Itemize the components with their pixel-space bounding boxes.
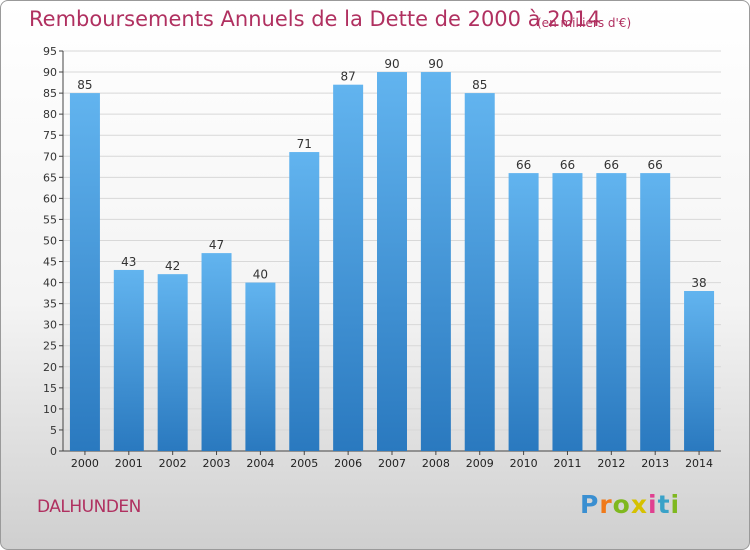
y-tick-label: 75: [43, 129, 57, 142]
bar: [377, 72, 407, 451]
y-tick-label: 20: [43, 361, 57, 374]
x-tick-label: 2014: [685, 457, 713, 470]
x-tick-label: 2005: [290, 457, 318, 470]
x-tick-label: 2001: [115, 457, 143, 470]
data-label: 42: [165, 259, 180, 273]
y-tick-label: 35: [43, 298, 57, 311]
bar: [157, 274, 188, 451]
y-tick-label: 65: [43, 171, 57, 184]
bar: [508, 173, 539, 451]
y-tick-label: 80: [43, 108, 57, 121]
data-label: 40: [253, 268, 268, 282]
y-tick-label: 85: [43, 87, 57, 100]
y-tick-label: 0: [50, 445, 57, 458]
y-tick-label: 95: [43, 45, 57, 58]
x-tick-label: 2000: [71, 457, 99, 470]
y-tick-label: 45: [43, 256, 57, 269]
x-tick-label: 2006: [334, 457, 362, 470]
logo-letter: o: [612, 490, 631, 519]
data-label: 66: [648, 158, 663, 172]
bar: [420, 72, 451, 451]
x-tick-labels: 2000 2001 2002 2003 2004 2005 2006 2007 2008 2009…: [71, 457, 713, 470]
data-label: 87: [340, 70, 355, 84]
x-tick-label: 2004: [246, 457, 274, 470]
bar: [69, 93, 100, 452]
logo-letter: r: [599, 490, 613, 519]
commune-name: DALHUNDEN: [37, 497, 141, 517]
y-tick-label: 10: [43, 403, 57, 416]
logo-letter: i: [670, 490, 681, 519]
bar: [333, 84, 364, 452]
proxiti-logo: Proxiti: [580, 490, 680, 519]
data-label: 90: [384, 57, 399, 71]
y-tick-label: 60: [43, 192, 57, 205]
logo-letter: i: [648, 490, 658, 519]
y-tick-label: 30: [43, 319, 57, 332]
x-tick-label: 2007: [378, 457, 406, 470]
data-label: 85: [472, 78, 487, 92]
x-tick-label: 2011: [553, 457, 581, 470]
data-label: 43: [121, 255, 136, 269]
x-tick-label: 2012: [597, 457, 625, 470]
y-tick-label: 90: [43, 66, 57, 79]
bar: [596, 173, 627, 451]
logo-letter: t: [657, 490, 671, 519]
y-tick-label: 15: [43, 382, 57, 395]
bars: [69, 72, 715, 452]
x-tick-label: 2013: [641, 457, 669, 470]
data-label: 66: [604, 158, 619, 172]
bar: [640, 173, 671, 451]
x-tick-label: 2009: [466, 457, 494, 470]
bar: [464, 93, 495, 452]
bar: [113, 269, 144, 451]
x-tick-label: 2003: [203, 457, 231, 470]
bar: [201, 253, 232, 451]
y-tick-label: 5: [50, 424, 57, 437]
y-tick-labels: 0 5 10 15 20 25 30 35 40 45 50 55 60 65 70 75 80 85 90 95: [43, 45, 57, 458]
bar: [245, 282, 276, 451]
data-label: 66: [516, 158, 531, 172]
bar: [552, 173, 583, 451]
data-label: 38: [691, 276, 706, 290]
x-tick-label: 2002: [159, 457, 187, 470]
data-label: 85: [77, 78, 92, 92]
y-tick-label: 40: [43, 277, 57, 290]
x-tick-label: 2008: [422, 457, 450, 470]
chart-title: Remboursements Annuels de la Dette de 20…: [29, 7, 601, 31]
y-tick-label: 70: [43, 150, 57, 163]
data-label: 71: [297, 137, 312, 151]
bar: [684, 291, 715, 451]
logo-letter: x: [630, 490, 648, 519]
data-label: 90: [428, 57, 443, 71]
chart-subtitle: (en milliers d'€): [537, 16, 632, 30]
data-label: 66: [560, 158, 575, 172]
y-tick-label: 50: [43, 234, 57, 247]
y-tick-label: 55: [43, 213, 57, 226]
bar: [289, 152, 320, 452]
x-tick-label: 2010: [510, 457, 538, 470]
data-label: 47: [209, 238, 224, 252]
y-tick-label: 25: [43, 340, 57, 353]
logo-letter: P: [580, 490, 600, 519]
data-labels: 85 43 42 47 40 71 87 90 90 85 66 66 66 66 38: [77, 57, 706, 290]
